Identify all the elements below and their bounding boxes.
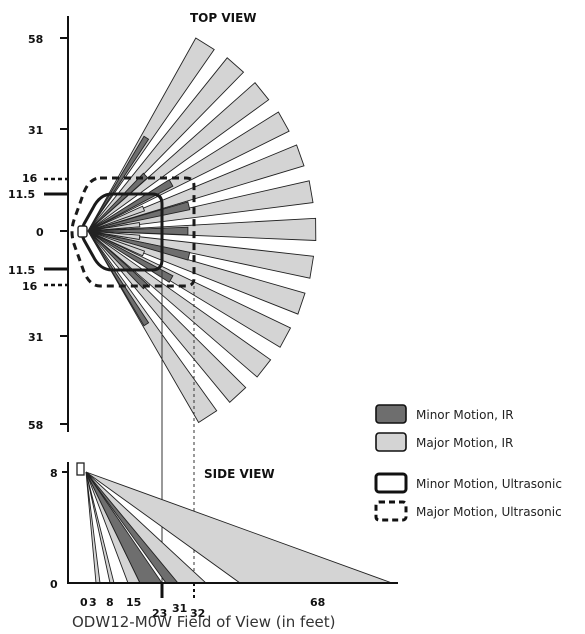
legend-label-minor-ir: Minor Motion, IR	[416, 408, 514, 422]
side-x-tick-15: 15	[126, 596, 141, 609]
top-tick-11-5: 11.5	[8, 188, 35, 201]
legend-swatch-major-ultrasonic	[374, 500, 408, 522]
top-tick-16-lower: 16	[22, 280, 38, 293]
major-ir-ray-12	[87, 230, 218, 424]
side-sensor-icon	[76, 462, 85, 476]
ir-ray-group	[87, 37, 317, 424]
steep-ir-ray-lower	[87, 230, 150, 327]
top-tick-31-lower: 31	[28, 331, 43, 344]
top-tick-11-5-lower: 11.5	[8, 264, 35, 277]
side-view-diagram: SIDE VIEW 8 0 0 3 8 15 23 31 32 68	[50, 462, 398, 620]
major-ir-ray-11	[87, 230, 247, 403]
top-tick-58-lower: 58	[28, 419, 43, 432]
top-tick-16: 16	[22, 172, 38, 185]
top-tick-0: 0	[36, 226, 44, 239]
sensor-icon	[77, 225, 88, 238]
top-tick-31: 31	[28, 124, 43, 137]
inner-ir-ray-0	[87, 221, 141, 232]
legend-label-major-ultrasonic: Major Motion, Ultrasonic	[416, 505, 562, 519]
top-view-diagram: TOP VIEW 58 31 16 11.5 0 11.5 16 31 58	[8, 11, 317, 582]
side-ray-group	[85, 471, 393, 584]
steep-ir-ray-upper	[87, 135, 150, 232]
top-tick-58: 58	[28, 33, 43, 46]
major-ir-ray-6	[87, 217, 317, 241]
top-view-title: TOP VIEW	[190, 11, 257, 25]
side-x-tick-31: 31	[172, 602, 187, 615]
major-ultrasonic-zone	[70, 176, 196, 288]
legend-swatch-major-ir	[375, 432, 407, 452]
caption: ODW12-M0W Field of View (in feet)	[72, 613, 336, 631]
minor-ultrasonic-zone	[80, 192, 164, 272]
inner-ir-ray-2	[87, 205, 146, 232]
side-view-title: SIDE VIEW	[204, 467, 275, 481]
minor-ir-ray-0	[87, 172, 149, 232]
legend-swatch-minor-ultrasonic	[374, 472, 408, 494]
side-y-tick-0: 0	[50, 578, 58, 591]
side-x-tick-8: 8	[106, 596, 114, 609]
side-x-tick-32: 32	[190, 607, 205, 620]
side-x-tick-3: 3	[89, 596, 97, 609]
legend-label-major-ir: Major Motion, IR	[416, 436, 513, 450]
legend-label-minor-ultrasonic: Minor Motion, Ultrasonic	[416, 477, 562, 491]
inner-ir-ray-3	[87, 230, 146, 257]
side-x-tick-68: 68	[310, 596, 325, 609]
side-x-tick-23: 23	[152, 607, 167, 620]
minor-ir-ray-2	[87, 201, 191, 232]
major-ir-ray-10	[87, 230, 272, 378]
minor-ir-ray-4	[87, 230, 191, 261]
legend: Minor Motion, IR Major Motion, IR Minor …	[374, 404, 562, 522]
side-x-tick-0: 0	[80, 596, 88, 609]
side-y-tick-8: 8	[50, 467, 58, 480]
major-ir-ray-1	[87, 57, 245, 232]
inner-ir-ray-1	[87, 230, 141, 241]
legend-swatch-minor-ir	[375, 404, 407, 424]
